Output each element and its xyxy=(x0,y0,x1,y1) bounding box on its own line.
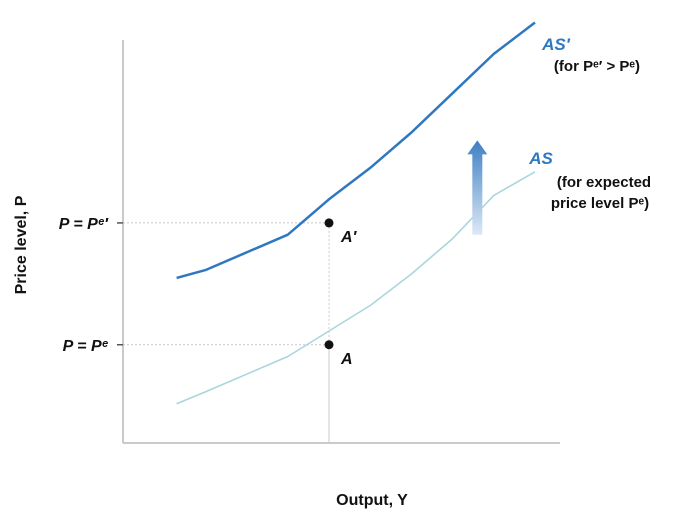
point-label-a: A xyxy=(340,351,353,368)
x-axis-title: Output, Y xyxy=(336,492,408,509)
series-note-as-line1: (for expected xyxy=(557,174,651,191)
shift-up-arrow-icon xyxy=(467,140,488,235)
y-tick-label-pe: P = Pᵉ xyxy=(63,338,109,355)
series-note-as: (for expected price level Pᵉ) xyxy=(551,174,651,212)
y-tick-label-pe-prime: P = Pᵉ′ xyxy=(59,216,109,233)
y-axis-title: Price level, P xyxy=(13,195,30,294)
point-label-a-prime: A′ xyxy=(340,229,358,246)
series-label-as: AS xyxy=(528,149,553,168)
series-note-as-line2: price level Pᵉ) xyxy=(551,195,649,212)
series-note-as-prime: (for Pᵉ′ > Pᵉ) xyxy=(554,58,640,75)
series-label-as-prime: AS′ xyxy=(541,35,571,54)
series-line-as-prime xyxy=(176,21,536,280)
point-a-prime xyxy=(324,218,334,228)
point-a xyxy=(324,340,334,350)
